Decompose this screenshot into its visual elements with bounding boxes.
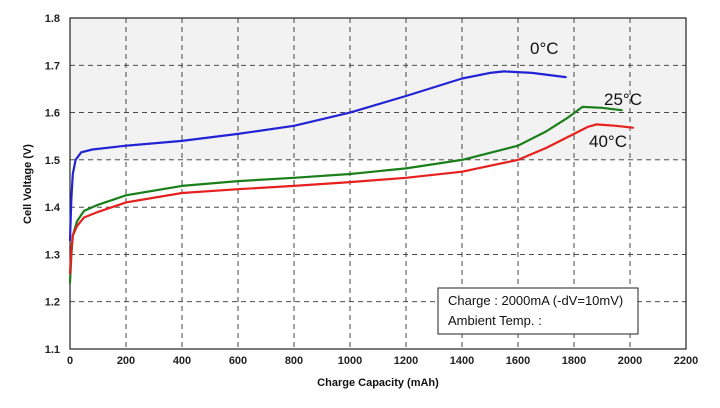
ambient-temp-text: Ambient Temp. : [448, 313, 542, 328]
x-axis-title: Charge Capacity (mAh) [317, 377, 439, 389]
y-tick-label: 1.4 [45, 202, 61, 214]
plot-frame [69, 17, 687, 350]
x-tick-label: 1200 [394, 355, 418, 367]
tick-labels: 0 200 400 600 800 1000 1200 1400 1600 1800 2000 220… [45, 13, 699, 367]
y-tick-label: 1.6 [45, 108, 60, 120]
background-band-0 [70, 18, 686, 160]
y-tick-label: 1.1 [45, 344, 60, 356]
series-labels: 0°C 25°C 40°C [530, 39, 642, 151]
series-label-25c: 25°C [604, 90, 642, 109]
charge-condition-text: Charge : 2000mA (-dV=10mV) [448, 293, 623, 308]
y-axis-title: Cell Voltage (V) [22, 144, 34, 224]
x-tick-label: 1000 [338, 355, 362, 367]
x-tick-label: 0 [67, 355, 73, 367]
y-tick-label: 1.5 [45, 155, 60, 167]
test-conditions-frame [437, 287, 639, 335]
test-conditions-box: Charge : 2000mA (-dV=10mV) Ambient Temp.… [437, 287, 639, 335]
x-tick-label: 2200 [674, 355, 698, 367]
x-tick-label: 200 [117, 355, 135, 367]
x-tick-label: 1400 [450, 355, 474, 367]
plot-border [69, 17, 687, 350]
y-tick-label: 1.2 [45, 297, 60, 309]
x-tick-label: 800 [285, 355, 303, 367]
y-tick-label: 1.7 [45, 60, 60, 72]
series-label-40c: 40°C [589, 132, 627, 151]
x-tick-label: 1600 [506, 355, 530, 367]
x-tick-label: 1800 [562, 355, 586, 367]
x-tick-label: 600 [229, 355, 247, 367]
series-line-0 [68, 70, 567, 242]
series-label-0c: 0°C [530, 39, 559, 58]
y-tick-label: 1.3 [45, 249, 60, 261]
series-line-2 [68, 123, 634, 275]
series-line-1 [68, 105, 623, 284]
series-lines [68, 70, 634, 284]
x-tick-label: 2000 [618, 355, 642, 367]
x-tick-label: 400 [173, 355, 191, 367]
y-tick-label: 1.8 [45, 13, 60, 25]
